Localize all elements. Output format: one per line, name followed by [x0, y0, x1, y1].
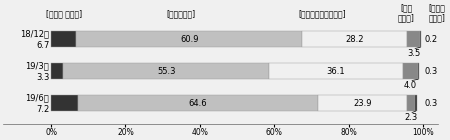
Text: [かなり: [かなり: [428, 4, 446, 13]
Bar: [76, 31, 302, 47]
Text: 55.3: 55.3: [157, 67, 176, 76]
Text: 36.1: 36.1: [327, 67, 346, 76]
Bar: [418, 63, 419, 79]
Text: 0.3: 0.3: [425, 99, 438, 108]
Bar: [269, 63, 403, 79]
Text: 19/6月: 19/6月: [26, 93, 49, 102]
Text: 60.9: 60.9: [180, 35, 198, 44]
Text: 下がる]: 下がる]: [428, 13, 446, 22]
Text: 3.5: 3.5: [407, 49, 420, 58]
Text: 2.3: 2.3: [405, 113, 418, 122]
Bar: [51, 31, 76, 47]
Text: 0.2: 0.2: [425, 35, 438, 44]
Bar: [403, 63, 418, 79]
Text: 19/3月: 19/3月: [26, 61, 49, 70]
Bar: [415, 95, 417, 111]
Text: 23.9: 23.9: [353, 99, 372, 108]
Bar: [51, 63, 63, 79]
Text: 6.7: 6.7: [36, 41, 49, 50]
Text: 7.2: 7.2: [36, 105, 49, 115]
Bar: [318, 95, 407, 111]
Text: 0.3: 0.3: [425, 67, 438, 76]
Text: [少し: [少し: [400, 4, 412, 13]
Text: 4.0: 4.0: [404, 81, 417, 90]
Bar: [407, 95, 415, 111]
Bar: [420, 31, 421, 47]
Text: [かなり 上がる]: [かなり 上がる]: [45, 9, 81, 18]
Bar: [407, 31, 420, 47]
Bar: [78, 95, 318, 111]
Text: 64.6: 64.6: [189, 99, 207, 108]
Bar: [51, 95, 78, 111]
Bar: [63, 63, 269, 79]
Bar: [302, 31, 407, 47]
Text: 3.3: 3.3: [36, 74, 49, 82]
Text: 28.2: 28.2: [346, 35, 364, 44]
Text: 下がる]: 下がる]: [398, 13, 414, 22]
Text: 18/12月: 18/12月: [20, 29, 49, 38]
Text: [ほとんど変わらない]: [ほとんど変わらない]: [299, 9, 346, 18]
Text: [少し上がる]: [少し上がる]: [166, 9, 196, 18]
